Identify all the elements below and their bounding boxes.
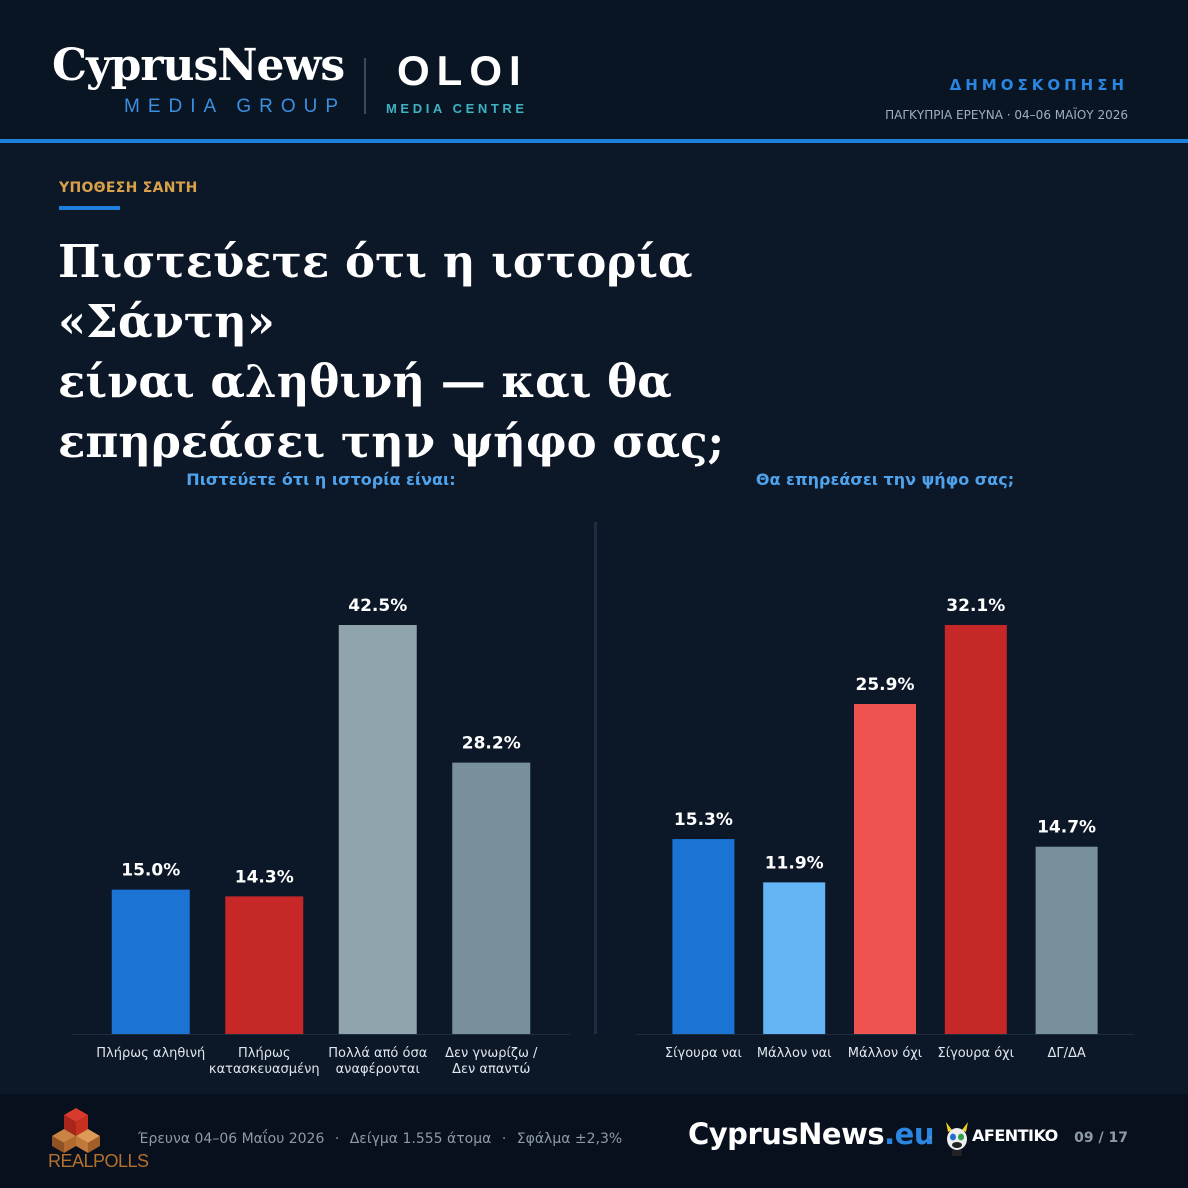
chart-2-category-label-3: Μάλλον όχι [848, 1046, 922, 1061]
cyprusnews-logo-subtitle: MEDIA GROUP [124, 96, 347, 117]
chart-2-bar-1 [672, 839, 735, 1034]
chart-1-value-label-4: 28.2% [462, 734, 521, 754]
oloi-logo: OLOI [397, 47, 528, 94]
chart-1-bar-3 [338, 625, 417, 1034]
brand-divider [364, 58, 366, 114]
chart-2-category-label-1: Σίγουρα ναι [665, 1046, 742, 1061]
separator-dot: · [928, 1128, 934, 1147]
section-tag-underline [59, 206, 120, 210]
chart-2-title: Θα επηρεάσει την ψήφο σας; [755, 470, 1015, 489]
chart-1-category-label-4: Δεν απαντώ [452, 1062, 530, 1077]
chart-1-category-label-1: Πλήρως αληθινή [96, 1046, 205, 1061]
realpolls-logo-icon [52, 1108, 100, 1153]
site-name: CyprusNews [688, 1117, 885, 1151]
headline-line-3: επηρεάσει την ψήφο σας; [58, 415, 725, 468]
chart-divider [594, 522, 597, 1034]
headline-line-2: είναι αληθινή — και θα [58, 355, 672, 408]
chart-2-bar-5 [1035, 846, 1098, 1034]
site-tld: .eu [884, 1117, 934, 1151]
survey-margin: Σφάλμα ±2,3% [516, 1131, 623, 1147]
survey-dates: Έρευνα 04–06 Μαΐου 2026 [138, 1131, 325, 1147]
chart-1-bar-2 [225, 896, 304, 1034]
page-counter: 09 / 17 [1074, 1130, 1128, 1146]
separator-dot: · [334, 1131, 340, 1147]
separator-dot: · [501, 1131, 507, 1147]
survey-sample: Δείγμα 1.555 άτομα [349, 1131, 492, 1147]
chart-2-value-label-1: 15.3% [674, 810, 733, 830]
chart-2-bar-2 [763, 882, 826, 1034]
realpolls-wordmark: REALPOLLS [48, 1151, 149, 1171]
chart-2-vote-influence: 15.3% Σίγουρα ναι 11.9% Μάλλον ναι 25.9% Μάλλ… [636, 596, 1134, 1061]
chart-1-category-label-3: Πολλά από όσα [328, 1046, 427, 1061]
chart-1-category-label-3: αναφέρονται [336, 1062, 420, 1077]
oloi-logo-subtitle: MEDIA CENTRE [386, 101, 528, 116]
chart-2-category-label-2: Μάλλον ναι [757, 1046, 832, 1061]
chart-2-bar-4 [944, 625, 1007, 1034]
headline-line-1: Πιστεύετε ότι η ιστορία «Σάντη» [58, 235, 693, 348]
header-accent-rule [0, 139, 1188, 143]
footer-bar [0, 1094, 1188, 1188]
afentiko-mascot-icon [946, 1122, 968, 1156]
chart-1-value-label-3: 42.5% [348, 596, 407, 616]
headline: Πιστεύετε ότι η ιστορία «Σάντη» είναι αλ… [58, 232, 838, 472]
chart-2-value-label-5: 14.7% [1037, 818, 1096, 838]
chart-2-category-label-4: Σίγουρα όχι [937, 1046, 1014, 1061]
chart-1-title: Πιστεύετε ότι η ιστορία είναι: [186, 470, 456, 489]
chart-2-value-label-4: 32.1% [946, 596, 1005, 616]
poll-kicker: ΔΗΜΟΣΚΟΠΗΣΗ [949, 76, 1128, 94]
poll-subtitle: ΠΑΓΚΥΠΡΙΑ ΕΡΕΥΝΑ · 04–06 ΜΑΪΟΥ 2026 [885, 108, 1128, 122]
chart-1-story-truth: 15.0% Πλήρως αληθινή 14.3% Πλήρωςκατασκευασ… [72, 596, 570, 1077]
survey-info: Έρευνα 04–06 Μαΐου 2026 · Δείγμα 1.555 ά… [138, 1131, 622, 1147]
afentiko-wordmark: AFENTIKO [972, 1126, 1058, 1145]
chart-1-category-label-2: Πλήρως [238, 1046, 290, 1061]
chart-1-category-label-4: Δεν γνωρίζω / [445, 1046, 538, 1061]
chart-1-bar-4 [452, 762, 531, 1034]
chart-1-value-label-2: 14.3% [235, 867, 294, 887]
chart-2-category-label-5: ΔΓ/ΔΑ [1047, 1046, 1085, 1061]
chart-2-value-label-2: 11.9% [765, 853, 824, 873]
cyprusnews-site-logo: CyprusNews.eu [688, 1120, 934, 1149]
cyprusnews-logo: CyprusNews [52, 40, 345, 91]
chart-1-category-label-2: κατασκευασμένη [209, 1062, 320, 1077]
chart-2-value-label-3: 25.9% [856, 675, 915, 695]
header-bar [0, 0, 1188, 140]
chart-2-bar-3 [854, 703, 916, 1034]
chart-1-value-label-1: 15.0% [121, 861, 180, 881]
chart-1-bar-1 [111, 889, 190, 1034]
section-tag: ΥΠΟΘΕΣΗ ΣΑΝΤΗ [59, 180, 198, 196]
